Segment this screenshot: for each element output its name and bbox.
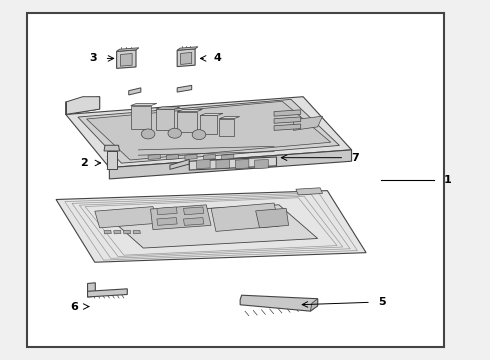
Polygon shape [78,99,340,163]
Polygon shape [200,116,217,134]
Polygon shape [109,150,352,179]
Polygon shape [203,154,216,159]
Polygon shape [200,113,223,116]
Polygon shape [87,101,331,160]
Polygon shape [296,188,322,195]
Polygon shape [167,154,179,159]
Polygon shape [177,47,198,50]
Polygon shape [131,105,151,129]
Polygon shape [157,217,177,225]
Polygon shape [211,203,279,231]
Polygon shape [177,85,192,92]
Polygon shape [114,230,121,234]
Polygon shape [104,230,111,234]
Polygon shape [56,191,366,262]
Polygon shape [310,299,318,311]
Text: 3: 3 [90,53,97,63]
Polygon shape [177,112,196,132]
Polygon shape [133,230,140,234]
Polygon shape [121,54,132,66]
Polygon shape [177,49,195,67]
Text: 7: 7 [352,153,359,163]
Polygon shape [189,157,276,170]
Circle shape [141,129,155,139]
FancyBboxPatch shape [27,13,443,347]
Polygon shape [274,117,301,123]
Polygon shape [88,283,96,297]
Polygon shape [157,207,177,215]
Text: 2: 2 [80,158,88,168]
Polygon shape [129,88,141,95]
Polygon shape [177,109,202,112]
Polygon shape [274,124,301,130]
Polygon shape [66,97,99,114]
Polygon shape [104,145,120,151]
Polygon shape [88,289,127,297]
Polygon shape [220,117,240,119]
Polygon shape [196,159,210,168]
Polygon shape [294,116,322,130]
Polygon shape [66,97,99,114]
Polygon shape [181,53,192,64]
Polygon shape [240,295,318,311]
Polygon shape [117,48,139,51]
Polygon shape [235,159,249,168]
Polygon shape [256,208,289,228]
Polygon shape [156,107,180,109]
Polygon shape [148,154,160,159]
Polygon shape [274,110,301,116]
Polygon shape [66,97,352,168]
Polygon shape [183,207,204,215]
Polygon shape [185,154,197,159]
Polygon shape [123,230,131,234]
Polygon shape [150,205,211,230]
Polygon shape [131,103,157,105]
Polygon shape [220,119,234,136]
Polygon shape [255,159,268,168]
Polygon shape [170,159,189,169]
Polygon shape [104,205,318,248]
Text: 1: 1 [443,175,451,185]
Text: 5: 5 [378,297,386,307]
Circle shape [192,130,206,140]
Text: 4: 4 [214,53,221,63]
Polygon shape [156,109,174,130]
Text: 6: 6 [70,302,78,311]
Polygon shape [183,217,204,225]
Polygon shape [117,50,136,68]
Polygon shape [107,151,117,169]
Polygon shape [222,154,234,159]
Circle shape [168,128,181,138]
Polygon shape [216,159,229,168]
Polygon shape [95,207,158,228]
